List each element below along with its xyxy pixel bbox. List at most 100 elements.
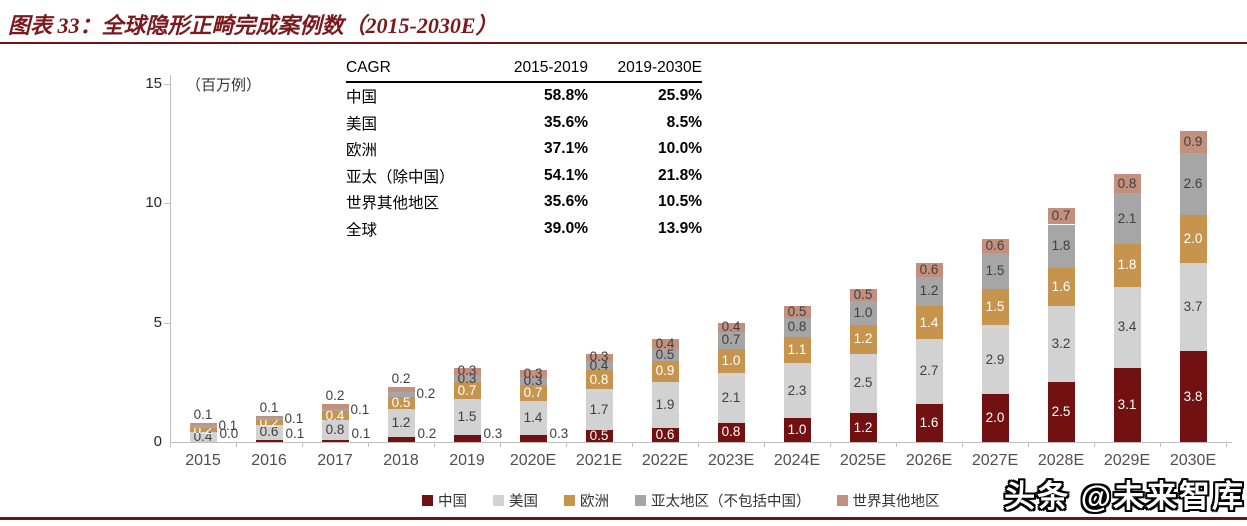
bar-segment-4 (1113, 193, 1141, 244)
segment-label: 1.0 (787, 422, 807, 438)
bar-segment-3 (1047, 267, 1075, 306)
x-axis-category-label: 2015 (185, 452, 221, 469)
bar-segment-5 (321, 403, 349, 409)
x-axis-category-label: 2026E (905, 452, 953, 469)
x-axis-tick (434, 442, 435, 447)
segment-label: 2.0 (1183, 230, 1203, 246)
legend-swatch-icon (836, 495, 848, 506)
y-axis-tick (164, 322, 170, 324)
x-axis-tick (170, 442, 171, 447)
bar-segment-3 (849, 324, 877, 354)
segment-label: 0.4 (325, 407, 345, 423)
bar-segment-1 (1179, 351, 1207, 442)
segment-label: 0.3 (483, 426, 503, 441)
segment-label: 0.2 (417, 426, 437, 441)
bar-segment-1 (519, 434, 547, 442)
segment-label: 0.4 (721, 319, 741, 335)
cagr-header-period-1: 2015-2019 (513, 59, 588, 76)
bar-segment-5 (1179, 131, 1207, 153)
segment-label: 0.1 (285, 426, 305, 441)
segment-label: 0.0 (219, 426, 239, 441)
x-axis-tick (1160, 442, 1161, 447)
y-axis-tick (164, 83, 170, 85)
x-axis-tick (830, 442, 831, 447)
segment-label: 1.0 (721, 352, 741, 368)
bar-segment-5 (717, 322, 745, 333)
legend-item: 亚太地区（不包括中国） (635, 490, 811, 511)
segment-label: 0.5 (655, 346, 675, 362)
segment-label: 0.1 (284, 411, 304, 427)
segment-label: 1.6 (1051, 278, 1071, 294)
segment-label: 1.0 (853, 304, 873, 320)
y-axis-tick-label: 0 (153, 433, 162, 450)
bar-segment-2 (453, 398, 481, 435)
bar-segment-2 (387, 408, 415, 438)
segment-label: 0.8 (325, 422, 345, 438)
bar-segment-5 (519, 370, 547, 378)
bottom-rule (0, 517, 1247, 520)
bar-segment-2 (651, 382, 679, 428)
y-axis-unit-label: （百万例） (186, 77, 262, 94)
cagr-value-2015-2019: 58.8% (544, 87, 588, 105)
x-axis-category-label: 2021E (575, 452, 623, 469)
segment-label: 0.8 (787, 319, 807, 335)
cagr-header-period-2: 2019-2030E (617, 59, 702, 76)
segment-label: 0.6 (259, 424, 279, 440)
segment-label: 1.2 (391, 414, 411, 430)
bar-segment-3 (1179, 214, 1207, 263)
segment-label: 3.7 (1183, 298, 1203, 314)
bar-segment-4 (321, 408, 349, 411)
segment-label: 0.3 (549, 426, 569, 441)
bar-segment-1 (255, 439, 283, 442)
cagr-value-2019-2030e: 13.9% (658, 219, 702, 237)
bar-segment-3 (651, 360, 679, 383)
segment-label: 0.7 (1051, 208, 1071, 224)
bar-segment-2 (189, 432, 217, 442)
segment-label: 1.7 (589, 401, 609, 417)
bar-segment-1 (585, 430, 613, 442)
x-axis-category-label: 2030E (1169, 452, 1217, 469)
legend-label: 中国 (438, 494, 467, 510)
segment-label: 0.1 (350, 401, 370, 417)
segment-label: 0.7 (721, 332, 741, 348)
bar-segment-4 (519, 377, 547, 385)
bar-segment-4 (585, 360, 613, 371)
bar-segment-2 (255, 425, 283, 440)
chart-legend: 中国 美国 欧洲 亚太地区（不包括中国） 世界其他地区 (422, 490, 940, 511)
bar-segment-3 (519, 384, 547, 402)
segment-label: 1.1 (787, 341, 807, 357)
segment-label: 0.4 (193, 429, 213, 445)
bar-segment-4 (189, 425, 217, 428)
segment-label: 0.4 (655, 336, 675, 351)
x-axis-category-label: 2024E (773, 452, 821, 469)
segment-label: 1.4 (919, 314, 939, 330)
bar-segment-2 (1047, 305, 1075, 383)
bar-segment-3 (717, 348, 745, 373)
x-axis-tick (368, 442, 369, 447)
x-axis-tick (962, 442, 963, 447)
bar-segment-3 (981, 289, 1009, 325)
legend-swatch-icon (422, 495, 433, 506)
cagr-value-2019-2030e: 21.8% (658, 166, 702, 184)
bar-segment-4 (387, 391, 415, 397)
segment-label: 1.2 (919, 283, 939, 299)
x-axis-tick (1028, 442, 1029, 447)
segment-label: 0.3 (457, 363, 477, 379)
bar-segment-4 (915, 277, 943, 306)
segment-label: 1.9 (655, 396, 675, 412)
cagr-value-2019-2030e: 8.5% (666, 113, 702, 131)
bar-segment-4 (783, 317, 811, 337)
x-axis-category-label: 2027E (971, 452, 1019, 469)
bar-segment-2 (783, 363, 811, 419)
bar-segment-1 (321, 439, 349, 442)
x-axis-category-label: 2023E (707, 452, 755, 469)
segment-label: 0.3 (523, 365, 543, 381)
segment-label: 0.2 (416, 386, 436, 402)
cagr-value-2015-2019: 37.1% (544, 140, 588, 158)
figure-title: 图表 33：全球隐形正畸完成案例数（2015-2030E） (8, 13, 498, 38)
segment-label: 2.1 (1117, 210, 1137, 226)
segment-label: 2.6 (1183, 175, 1203, 191)
segment-label: 0.5 (853, 287, 873, 302)
y-axis-tick-label: 10 (145, 194, 162, 211)
segment-label: 2.3 (787, 382, 807, 398)
